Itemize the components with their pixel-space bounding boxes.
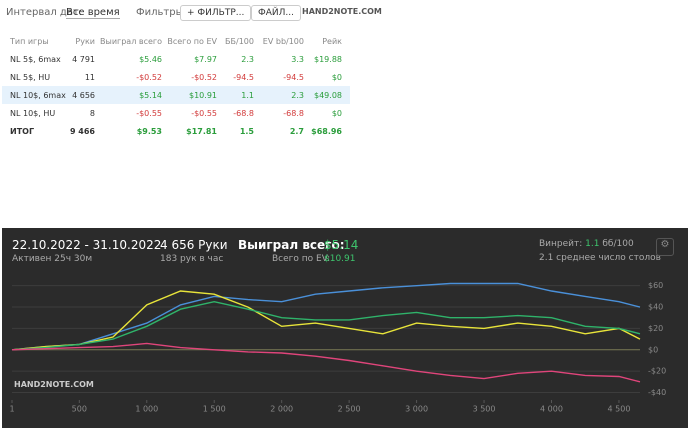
series-line	[11, 300, 641, 351]
table-cell: 11	[84, 73, 95, 82]
table-cell: 1.5	[239, 127, 254, 136]
table-cell: 2.3	[241, 55, 254, 64]
table-cell: NL 10$, HU	[10, 109, 56, 118]
table-cell: $9.53	[136, 127, 162, 136]
table-cell: EV bb/100	[262, 37, 304, 46]
ev-label: Всего по EV:	[272, 254, 331, 264]
table-cell: 9 466	[69, 127, 95, 136]
y-tick-label: -$20	[648, 367, 666, 376]
won-value: $5.14	[324, 238, 359, 252]
table-cell: NL 10$, 6max	[10, 91, 66, 100]
y-tick-label: $20	[648, 324, 663, 333]
x-tick-label: 1 500	[203, 405, 226, 414]
winrate-label: Винрейт:	[539, 239, 583, 249]
file-button[interactable]: ФАЙЛ...	[251, 5, 301, 21]
chart: $60 $40 $20 $0 -$20 -$40 1 500 1 000 1 500 2 000 2 …	[9, 281, 666, 414]
x-tick-label: 1	[9, 405, 14, 414]
y-tick-label: $60	[648, 281, 663, 290]
table-cell: 2.7	[289, 127, 304, 136]
table-cell: -94.5	[233, 73, 254, 82]
table-cell: Руки	[75, 37, 95, 46]
table-cell: $10.91	[189, 91, 217, 100]
table-row: NL 5$, 6max 4 791 $5.46 $7.97 2.3 3.3 $19.88	[2, 50, 350, 68]
tables-avg: 2.1 среднее число столов	[539, 253, 661, 263]
table-cell: -68.8	[233, 109, 254, 118]
stats-table: Тип игры Руки Выиграл всего Всего по EV ББ/1…	[2, 32, 350, 140]
table-row: NL 10$, HU 8 -$0.55 -$0.55 -68.8 -68.8 $0	[2, 104, 350, 122]
ev-value: $10.91	[324, 254, 356, 264]
x-tick-label: 2 000	[270, 405, 293, 414]
table-row: NL 10$, 6max 4 656 $5.14 $10.91 1.1 2.3 $49.08	[2, 86, 350, 104]
table-cell: 4 791	[72, 55, 95, 64]
table-cell: ИТОГ	[10, 127, 35, 136]
y-tick-label: $40	[648, 303, 663, 312]
series-line	[11, 342, 641, 383]
table-cell: -$0.55	[136, 109, 162, 118]
x-tick-label: 500	[72, 405, 87, 414]
series-line	[11, 290, 641, 351]
table-row: NL 5$, HU 11 -$0.52 -$0.52 -94.5 -94.5 $0	[2, 68, 350, 86]
dates: 22.10.2022 - 31.10.2022	[12, 238, 162, 252]
per-hour: 183 рук в час	[160, 254, 224, 264]
table-cell: NL 5$, HU	[10, 73, 51, 82]
chart-logo: HAND2NOTE.COM	[14, 380, 94, 389]
won-label: Выиграл всего:	[238, 238, 345, 252]
table-cell: NL 5$, 6max	[10, 55, 61, 64]
table-cell: 8	[89, 109, 95, 118]
table-cell: -68.8	[283, 109, 304, 118]
hands: 4 656 Руки	[160, 238, 228, 252]
table-cell: $5.14	[139, 91, 162, 100]
plus: +	[187, 8, 195, 18]
logo: HAND2NOTE.COM	[302, 7, 382, 16]
x-tick-label: 4 000	[540, 405, 563, 414]
table-cell: Всего по EV	[167, 37, 217, 46]
table-cell: $19.88	[314, 55, 342, 64]
table-cell: $5.46	[139, 55, 162, 64]
chart-panel: 22.10.2022 - 31.10.2022 Активен 25ч 30м …	[2, 228, 688, 428]
table-cell: -$0.55	[191, 109, 217, 118]
x-tick-label: 4 500	[608, 405, 631, 414]
x-tick-label: 3 500	[473, 405, 496, 414]
table-cell: $49.08	[314, 91, 342, 100]
table-cell: -$0.52	[191, 73, 217, 82]
table-cell: Выиграл всего	[100, 37, 162, 46]
table-cell: ББ/100	[225, 37, 254, 46]
table-row: Тип игры Руки Выиграл всего Всего по EV ББ/1…	[2, 32, 350, 50]
active: Активен 25ч 30м	[12, 254, 93, 264]
filter-button[interactable]: + ФИЛЬТР...	[180, 5, 252, 21]
x-tick-label: 3 000	[405, 405, 428, 414]
table-cell: $0	[331, 109, 342, 118]
table-cell: 3.3	[291, 55, 304, 64]
table-cell: 1.1	[241, 91, 254, 100]
filter-text: ФИЛЬТР...	[197, 8, 245, 18]
date-label: Интервал дат:	[6, 7, 83, 18]
table-cell: 4 656	[72, 91, 95, 100]
table-cell: -$0.52	[136, 73, 162, 82]
table-cell: 2.3	[291, 91, 304, 100]
y-tick-label: -$40	[648, 388, 666, 397]
table-cell: $17.81	[186, 127, 217, 136]
filters-label: Фильтры	[136, 7, 184, 18]
winrate-value: 1.1	[585, 239, 600, 249]
winrate-unit: бб/100	[602, 239, 634, 249]
table-row: ИТОГ 9 466 $9.53 $17.81 1.5 2.7 $68.96	[2, 122, 350, 140]
table-cell: $7.97	[194, 55, 217, 64]
settings-button[interactable]: ⚙	[656, 238, 674, 256]
winrate: Винрейт: 1.1 бб/100	[539, 239, 634, 249]
table-cell: -94.5	[283, 73, 304, 82]
date-select[interactable]: Все время	[66, 7, 120, 19]
table-cell: Тип игры	[10, 37, 49, 46]
x-tick-label: 2 500	[338, 405, 361, 414]
table-cell: $68.96	[311, 127, 342, 136]
table-cell: $0	[331, 73, 342, 82]
table-cell: Рейк	[322, 37, 342, 46]
x-tick-label: 1 000	[135, 405, 158, 414]
y-tick-label: $0	[648, 345, 658, 354]
